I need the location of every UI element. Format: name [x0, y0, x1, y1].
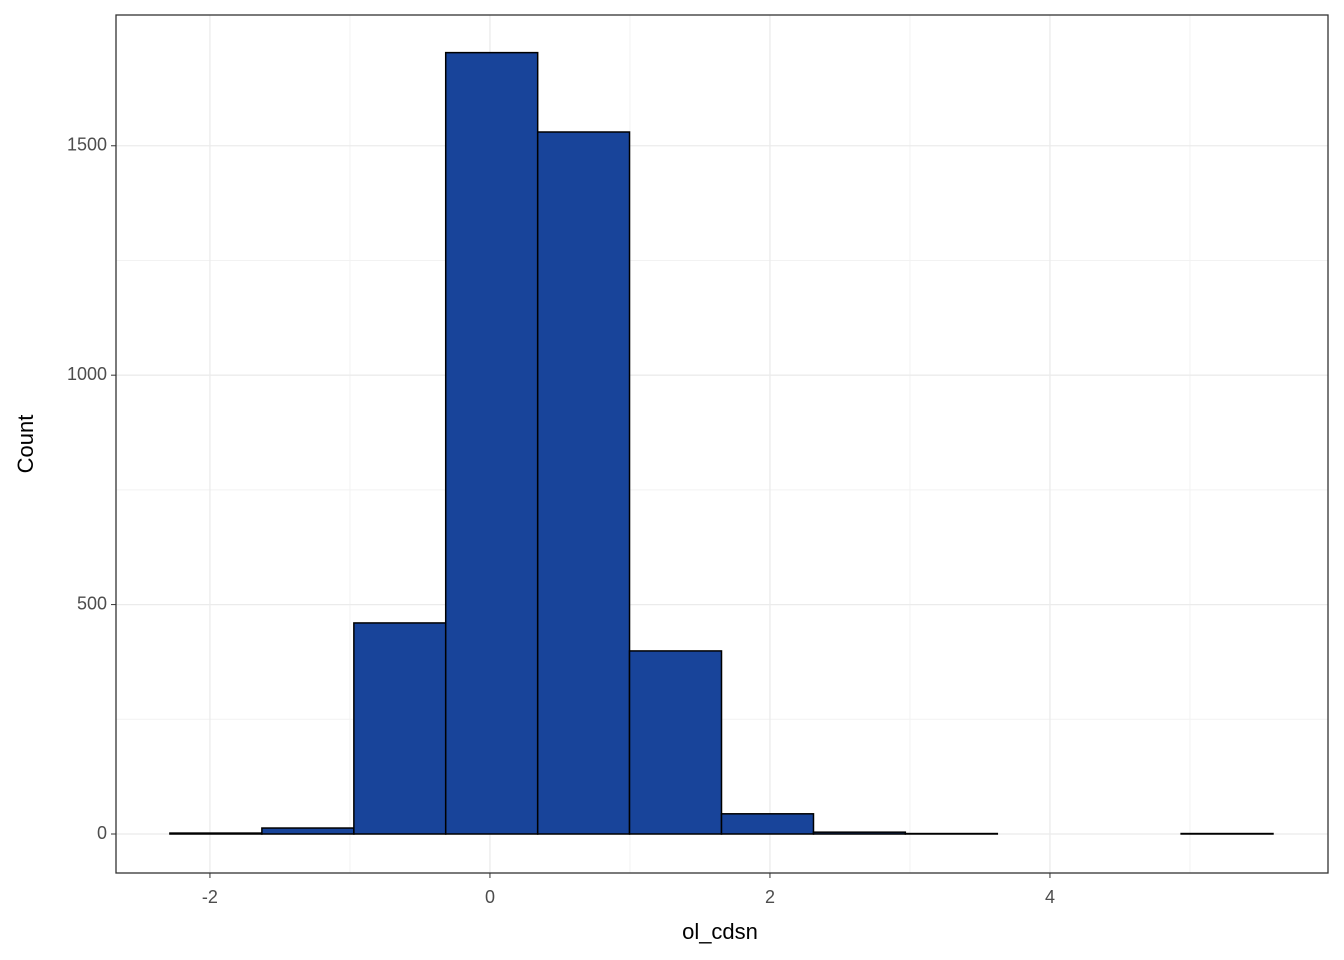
x-tick-label: 0: [485, 887, 495, 907]
panel-border: [115, 14, 1329, 874]
y-axis-title: Count: [13, 415, 38, 474]
x-axis-title: ol_cdsn: [682, 919, 758, 944]
bar: [353, 622, 447, 835]
bar: [536, 131, 631, 835]
bar: [444, 51, 539, 835]
bar: [261, 827, 355, 835]
y-tick-label: 1000: [67, 364, 107, 384]
y-tick-label: 500: [77, 593, 107, 613]
x-tick-label: -2: [202, 887, 218, 907]
x-tick-label: 2: [765, 887, 775, 907]
bar: [169, 832, 263, 835]
bar: [812, 831, 907, 835]
x-tick-label: 4: [1045, 887, 1055, 907]
bar: [720, 813, 815, 835]
y-tick-label: 0: [97, 823, 107, 843]
bar: [628, 650, 723, 835]
y-tick-label: 1500: [67, 135, 107, 155]
